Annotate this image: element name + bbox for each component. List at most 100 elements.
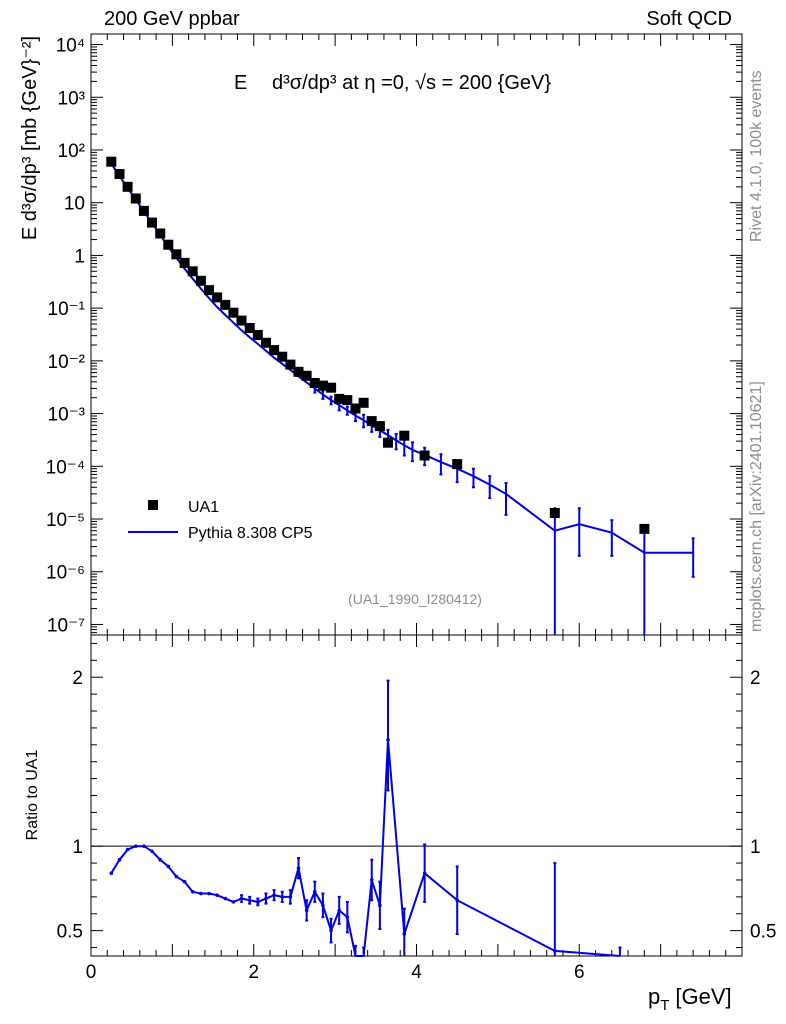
ua1-point — [342, 395, 353, 406]
ua1-point — [179, 257, 190, 268]
legend: UA1 Pythia 8.308 CP5 — [128, 499, 313, 542]
ratio-point — [117, 857, 122, 862]
ratio-point — [190, 890, 195, 894]
ratio-point — [231, 900, 236, 904]
header-left: 200 GeV ppbar — [104, 8, 240, 30]
ua1-point — [106, 156, 117, 167]
ua1-point — [277, 351, 288, 362]
ytick-label: 10⁴ — [56, 36, 85, 57]
ua1-point — [350, 403, 361, 414]
ua1-point — [261, 337, 271, 348]
ua1-point — [285, 359, 296, 370]
pythia-series — [110, 163, 695, 635]
ua1-point — [138, 205, 149, 216]
ua1-point — [252, 330, 263, 340]
ratio-point — [215, 893, 219, 897]
ytick-label: 10⁻⁵ — [46, 510, 85, 531]
pythia-line — [110, 163, 694, 554]
ua1-point — [228, 307, 239, 318]
ratio-ytick-label: 2 — [72, 668, 83, 689]
ratio-point — [174, 874, 179, 879]
ratio-ytick-label: 1 — [72, 837, 83, 858]
ua1-point — [358, 397, 369, 408]
ytick-label: 1 — [74, 246, 85, 267]
ytick-label: 10⁻² — [48, 352, 86, 373]
ua1-point — [195, 275, 206, 286]
xtick-label: 2 — [248, 962, 259, 983]
ratio-point — [207, 891, 211, 896]
ua1-point — [549, 508, 560, 518]
ratio-point — [199, 891, 203, 896]
ytick-label: 10⁻⁷ — [47, 615, 85, 636]
xlabel-unit: [GeV] — [675, 984, 731, 1009]
main-ylabel: E d³σ/dp³ [mb {GeV}⁻²] — [19, 36, 41, 240]
ytick-label: 10⁻⁴ — [46, 457, 85, 478]
ratio-point — [166, 864, 171, 869]
ratio-ytick-label-right: 0.5 — [750, 922, 776, 943]
main-axis-ticks: 10⁻⁷ 10⁻⁶ 10⁻⁵ 10⁻⁴ 10⁻³ 10⁻² 10⁻¹ 1 10 10² 10³ 10⁴ — [46, 34, 743, 636]
xtick-label: 6 — [574, 962, 585, 983]
xtick-label: 0 — [86, 962, 97, 983]
ua1-point — [301, 370, 312, 381]
ua1-point — [204, 285, 214, 296]
ua1-point — [334, 393, 345, 404]
ua1-point — [399, 430, 410, 441]
analysis-watermark: (UA1_1990_I280412) — [348, 591, 482, 607]
xtick-label: 4 — [411, 962, 422, 983]
ua1-point — [130, 193, 141, 204]
ua1-point — [122, 181, 133, 192]
ua1-point — [187, 266, 198, 277]
ytick-label: 10² — [58, 141, 85, 162]
ua1-point — [293, 366, 304, 377]
xlabel-main: p — [648, 984, 660, 1009]
ua1-point — [309, 378, 320, 388]
ratio-point — [109, 871, 114, 876]
ytick-label: 10⁻⁶ — [46, 563, 85, 584]
ua1-point — [244, 323, 255, 333]
legend-pythia-label: Pythia 8.308 CP5 — [188, 525, 313, 542]
ua1-point — [155, 228, 166, 239]
ratio-point — [223, 896, 228, 901]
ua1-point — [639, 523, 650, 534]
ratio-point — [182, 879, 187, 884]
ratio-point — [150, 849, 154, 854]
ua1-point — [326, 382, 337, 393]
ratio-ytick-label-right: 1 — [750, 837, 761, 858]
ua1-point — [419, 450, 430, 461]
ua1-point — [171, 249, 182, 260]
ytick-label: 10⁻¹ — [48, 299, 86, 320]
ua1-point — [163, 239, 174, 250]
ua1-point — [114, 169, 125, 179]
ratio-plot-frame — [90, 634, 743, 957]
ytick-label: 10 — [64, 194, 85, 215]
ratio-axis-ticks: 0 2 4 6 0.5 0.5 1 1 2 2 — [57, 635, 776, 983]
legend-ua1-marker — [148, 500, 158, 510]
ua1-point — [220, 299, 231, 310]
ua1-point — [147, 217, 157, 228]
ratio-series — [109, 679, 622, 957]
ua1-point — [374, 421, 385, 432]
ua1-series — [106, 156, 650, 534]
ratio-ytick-label-right: 2 — [750, 668, 761, 689]
ua1-point — [317, 380, 328, 391]
ratio-line — [110, 739, 620, 957]
ua1-point — [452, 459, 463, 470]
xlabel: pT [GeV] — [648, 984, 732, 1014]
ytick-label: 10³ — [58, 88, 85, 109]
ratio-ytick-label: 0.5 — [57, 922, 83, 943]
ua1-point — [383, 437, 393, 448]
xlabel-sub: T — [660, 997, 669, 1014]
ratio-point — [158, 857, 162, 862]
ratio-ylabel: Ratio to UA1 — [24, 750, 41, 841]
main-title: d³σ/dp³ at η =0, √s = 200 {GeV} — [272, 72, 551, 94]
main-title-e: E — [234, 72, 247, 94]
ua1-point — [212, 292, 223, 303]
ratio-point — [125, 847, 130, 852]
ua1-point — [366, 416, 377, 427]
ua1-point — [269, 345, 280, 356]
legend-ua1-label: UA1 — [188, 499, 219, 516]
ua1-point — [236, 315, 247, 326]
ratio-point — [133, 844, 138, 848]
header-right: Soft QCD — [646, 8, 732, 30]
